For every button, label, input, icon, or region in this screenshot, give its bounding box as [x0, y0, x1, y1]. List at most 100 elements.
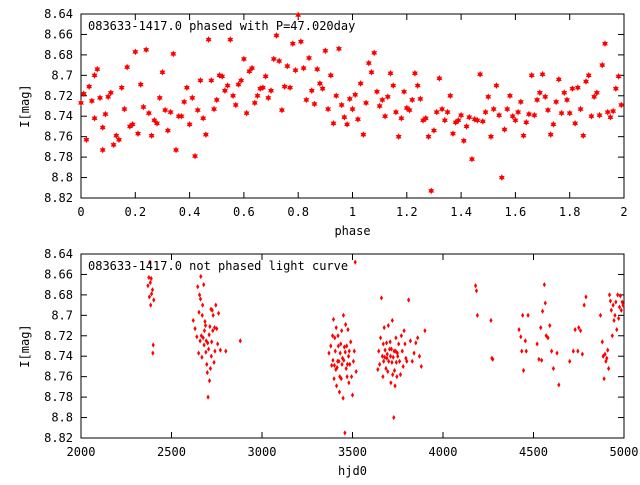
unphased-data-point: [202, 328, 207, 334]
phased-y-tick-label: 8.78: [44, 150, 73, 164]
unphased-data-point: [571, 348, 575, 354]
unphased-data-point: [607, 365, 611, 372]
phased-data-point: [447, 92, 454, 100]
phased-data-point: [441, 116, 448, 124]
phased-x-tick-label: 0.4: [179, 205, 201, 219]
phased-data-point: [211, 105, 217, 113]
phased-data-point: [216, 71, 223, 79]
unphased-data-point: [211, 328, 215, 334]
phased-data-point: [520, 132, 527, 140]
phased-data-point: [151, 116, 158, 124]
unphased-data-point: [332, 376, 336, 382]
phased-data-point: [235, 81, 242, 88]
unphased-data-point: [603, 351, 607, 357]
unphased-data-point: [346, 327, 350, 333]
unphased-data-point: [615, 327, 619, 333]
unphased-data-point: [568, 358, 572, 364]
phased-data-point: [536, 89, 543, 97]
unphased-y-tick-label: 8.66: [44, 267, 73, 281]
unphased-data-point: [336, 343, 340, 349]
unphased-data-point: [608, 298, 613, 304]
unphased-data-point: [491, 356, 495, 362]
phased-y-tick-label: 8.64: [44, 7, 73, 21]
phased-data-point: [91, 71, 98, 79]
unphased-data-point: [149, 302, 153, 308]
phased-data-point: [197, 77, 204, 84]
phased-data-point: [384, 93, 391, 101]
phased-data-point: [132, 48, 139, 56]
phased-data-point: [547, 131, 554, 139]
unphased-y-tick-label: 8.76: [44, 370, 73, 384]
phased-data-point: [436, 75, 443, 82]
phased-data-point: [341, 113, 348, 121]
unphased-data-point: [378, 335, 383, 341]
phased-data-point: [439, 105, 446, 113]
phased-data-point: [528, 71, 535, 79]
unphased-data-point: [204, 338, 208, 344]
phased-x-axis-label: phase: [334, 224, 370, 238]
phased-data-point: [311, 100, 318, 108]
unphased-data-point: [401, 363, 405, 370]
unphased-data-point: [576, 348, 580, 354]
phased-data-point: [534, 96, 541, 104]
unphased-data-point: [343, 349, 347, 355]
unphased-data-point: [208, 365, 213, 372]
unphased-data-point: [475, 312, 479, 318]
phased-x-tick-label: 1.8: [559, 205, 581, 219]
phased-data-point: [490, 105, 497, 113]
unphased-plot-frame: [80, 253, 625, 439]
unphased-data-point: [329, 343, 333, 349]
phased-data-point: [412, 69, 418, 77]
unphased-data-point: [207, 332, 211, 338]
phased-data-point: [273, 32, 280, 39]
unphased-data-point: [214, 302, 218, 308]
unphased-data-point: [206, 394, 210, 400]
unphased-data-point: [402, 328, 406, 334]
phased-data-point: [205, 36, 212, 43]
phased-data-point: [105, 93, 112, 101]
phased-data-point: [564, 96, 570, 104]
unphased-data-point: [399, 333, 403, 339]
phased-data-point: [243, 109, 250, 117]
unphased-x-tick-label: 5000: [610, 445, 639, 459]
phased-data-point: [213, 96, 220, 104]
phased-data-point: [292, 66, 299, 74]
phased-data-point: [162, 106, 169, 114]
unphased-data-point: [193, 326, 197, 332]
phased-data-point: [599, 61, 606, 69]
unphased-data-point: [539, 325, 543, 331]
unphased-data-point: [388, 339, 392, 345]
phased-data-point: [428, 187, 435, 195]
unphased-data-point: [384, 340, 389, 346]
unphased-data-point: [150, 287, 155, 293]
phased-data-point: [230, 92, 236, 100]
unphased-data-point: [208, 323, 212, 330]
unphased-data-point: [207, 346, 211, 352]
phased-x-tick-label: 0: [77, 205, 84, 219]
phased-data-point: [221, 87, 228, 95]
unphased-data-point: [584, 294, 588, 300]
unphased-data-point: [334, 325, 338, 331]
unphased-data-point: [555, 350, 559, 356]
phased-data-point: [504, 105, 511, 113]
phased-data-point: [566, 109, 573, 117]
phased-data-point: [450, 130, 456, 137]
phased-data-point: [422, 114, 429, 122]
phased-chart-title: 083633-1417.0 phased with P=47.020day: [88, 19, 355, 33]
unphased-data-point: [197, 292, 202, 298]
phased-data-point: [330, 119, 337, 127]
phased-data-point: [602, 40, 608, 48]
phased-data-point: [335, 45, 342, 53]
phased-data-point: [550, 121, 557, 128]
phased-data-point: [515, 108, 522, 116]
unphased-data-point: [521, 312, 525, 318]
phased-data-point: [425, 133, 432, 141]
unphased-data-point: [419, 363, 423, 370]
unphased-data-point: [389, 380, 393, 386]
phased-data-point: [572, 119, 579, 127]
unphased-data-point: [353, 259, 357, 265]
phased-data-point: [129, 121, 136, 128]
phased-data-point: [175, 112, 182, 120]
unphased-data-point: [387, 358, 391, 364]
phased-data-point: [270, 55, 277, 63]
